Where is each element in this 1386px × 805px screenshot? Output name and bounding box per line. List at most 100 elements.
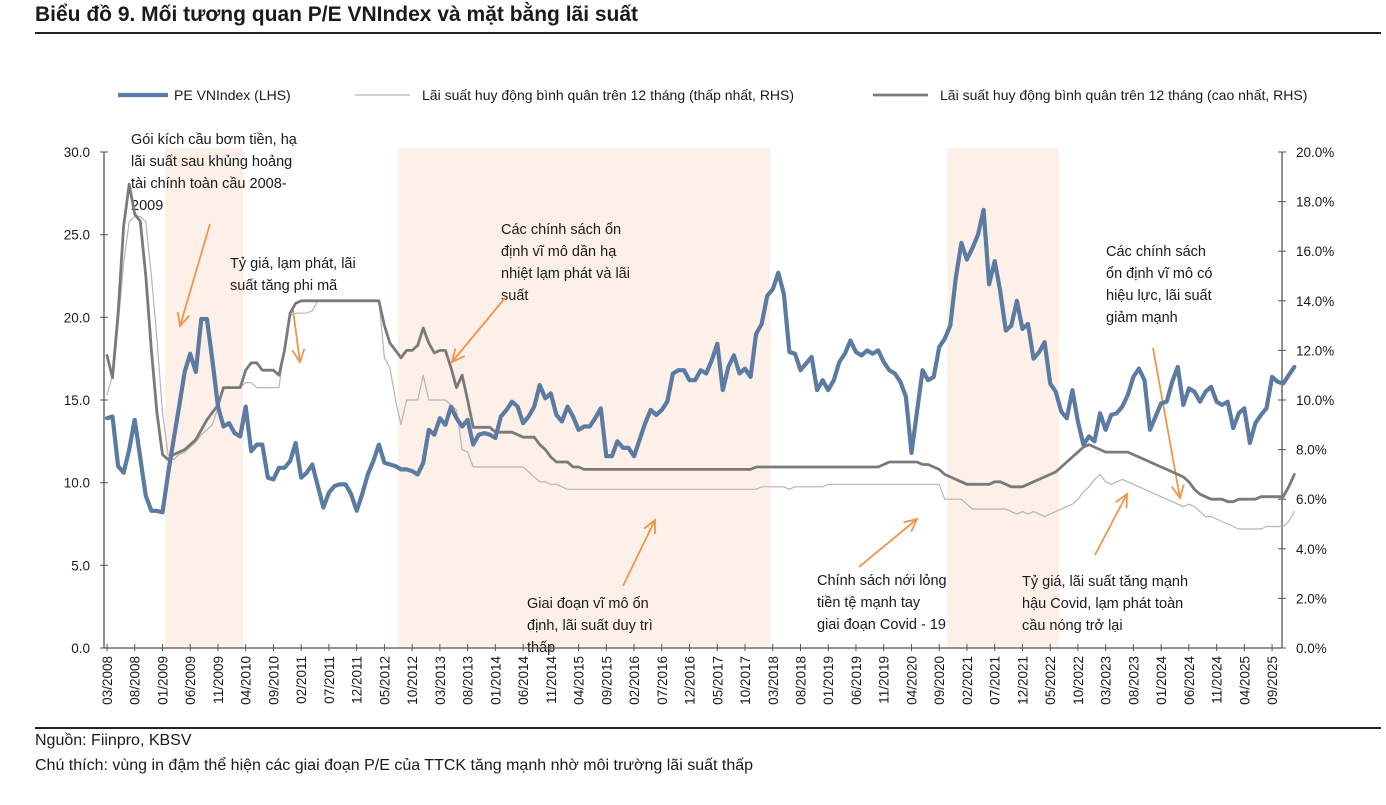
right-tick-label: 4.0% xyxy=(1296,542,1327,557)
x-tick-label: 10/2017 xyxy=(738,656,753,705)
x-tick-label: 10/2022 xyxy=(1071,656,1086,705)
arrow-head xyxy=(1115,492,1128,509)
x-tick-label: 09/2010 xyxy=(266,656,281,705)
right-tick-label: 14.0% xyxy=(1296,294,1334,309)
x-tick-label: 06/2014 xyxy=(516,656,531,705)
arrow-shaft xyxy=(1094,493,1128,556)
x-tick-label: 04/2020 xyxy=(904,656,919,705)
left-tick-label: 0.0 xyxy=(71,641,90,656)
annotation-line: giai đoạn Covid - 19 xyxy=(817,617,946,633)
title-divider xyxy=(35,32,1381,34)
arrow-head xyxy=(176,312,191,328)
x-tick-label: 08/2008 xyxy=(128,656,143,705)
right-tick-label: 8.0% xyxy=(1296,443,1327,458)
x-tick-label: 04/2025 xyxy=(1237,656,1252,705)
series-rate-low xyxy=(106,215,1295,530)
chart-title: Biểu đồ 9. Mối tương quan P/E VNIndex và… xyxy=(35,3,639,26)
arrow-head xyxy=(643,518,656,535)
right-tick-label: 10.0% xyxy=(1296,393,1334,408)
annotation-line: Tỷ giá, lãi suất tăng mạnh xyxy=(1022,574,1188,590)
x-tick-label: 01/2009 xyxy=(155,656,170,705)
annotation-line: nhiệt lạm phát và lãi xyxy=(501,266,630,282)
left-tick-label: 15.0 xyxy=(64,393,90,408)
arrow-icon xyxy=(858,517,919,568)
x-tick-label: 03/2008 xyxy=(100,656,115,705)
annotation-macro2013: Các chính sách ổn định vĩ mô dần hạ nhiệt … xyxy=(501,222,630,304)
right-tick-label: 20.0% xyxy=(1296,145,1334,160)
annotation-line: định, lãi suất duy trì xyxy=(527,618,653,634)
x-tick-label: 07/2016 xyxy=(655,656,670,705)
annotation-line: Tỷ giá, lạm phát, lãi xyxy=(230,256,356,272)
arrow-shaft xyxy=(292,309,301,363)
x-tick-label: 06/2024 xyxy=(1182,656,1197,705)
annotation-gfc: Gói kích cầu bơm tiền, hạ lãi suất sau kh… xyxy=(131,132,298,214)
right-tick-label: 16.0% xyxy=(1296,244,1334,259)
arrow-icon xyxy=(176,223,211,328)
arrow-shaft xyxy=(451,297,506,363)
arrow-icon xyxy=(291,309,306,365)
shaded-periods xyxy=(165,148,1059,648)
x-tick-label: 04/2015 xyxy=(572,656,587,705)
arrow-shaft xyxy=(179,223,211,327)
x-tick-label: 05/2012 xyxy=(377,656,392,705)
x-tick-label: 03/2023 xyxy=(1099,656,1114,705)
shaded-period-3 xyxy=(947,148,1059,648)
x-tick-label: 08/2013 xyxy=(461,656,476,705)
arrow-shaft xyxy=(622,519,656,587)
x-tick-label: 07/2011 xyxy=(322,656,337,704)
x-tick-label: 09/2015 xyxy=(599,656,614,705)
x-tick-label: 08/2018 xyxy=(794,656,809,705)
annotation-line: tài chính toàn cầu 2008- xyxy=(131,176,287,192)
x-tick-label: 02/2021 xyxy=(960,656,975,705)
x-tick-label: 05/2022 xyxy=(1043,656,1058,705)
shaded-period-1 xyxy=(165,148,244,648)
x-tick-label: 01/2024 xyxy=(1154,656,1169,705)
annotation-line: Gói kích cầu bơm tiền, hạ xyxy=(131,132,298,148)
source-note: Nguồn: Fiinpro, KBSV xyxy=(35,732,192,749)
annotation-line: tiền tệ mạnh tay xyxy=(817,595,921,611)
annotation-line: định vĩ mô dần hạ xyxy=(501,244,617,260)
series xyxy=(104,182,1297,530)
annotation-line: Các chính sách xyxy=(1106,244,1206,260)
x-tick-label: 03/2018 xyxy=(766,656,781,705)
arrow-icon xyxy=(1094,492,1128,556)
annotation-inflation2011: Tỷ giá, lạm phát, lãi suất tăng phi mã xyxy=(230,256,356,294)
left-tick-label: 30.0 xyxy=(64,145,90,160)
right-tick-label: 2.0% xyxy=(1296,591,1327,606)
annotation-line: 2009 xyxy=(131,198,163,214)
left-tick-label: 5.0 xyxy=(71,558,90,573)
right-tick-label: 18.0% xyxy=(1296,195,1334,210)
annotation-line: Giai đoạn vĩ mô ổn xyxy=(527,596,649,612)
x-tick-label: 05/2017 xyxy=(710,656,725,705)
x-tick-label: 12/2021 xyxy=(1015,656,1030,705)
legend-label-1: PE VNIndex (LHS) xyxy=(174,87,291,103)
legend-label-3: Lãi suất huy động bình quân trên 12 thán… xyxy=(940,87,1307,103)
annotation-line: giảm mạnh xyxy=(1106,310,1178,326)
arrow-icon xyxy=(450,297,506,364)
annotation-effective2024: Các chính sách ổn định vĩ mô có hiệu lực, … xyxy=(1106,244,1212,326)
arrow-shaft xyxy=(858,518,918,568)
left-tick-label: 25.0 xyxy=(64,228,90,243)
right-tick-label: 12.0% xyxy=(1296,343,1334,358)
annotation-line: hậu Covid, lạm phát toàn xyxy=(1022,596,1183,612)
annotation-line: Chính sách nới lỏng xyxy=(817,573,947,589)
annotation-line: hiệu lực, lãi suất xyxy=(1106,288,1212,304)
caption-note: Chú thích: vùng in đậm thể hiện các giai… xyxy=(35,757,754,774)
x-tick-label: 02/2011 xyxy=(294,656,309,704)
x-tick-label: 07/2021 xyxy=(988,656,1003,705)
arrow-head xyxy=(903,517,919,533)
x-tick-label: 06/2019 xyxy=(849,656,864,705)
x-tick-label: 08/2023 xyxy=(1126,656,1141,705)
annotation-line: cầu nóng trở lại xyxy=(1022,618,1123,634)
x-tick-label: 01/2014 xyxy=(488,656,503,705)
x-tick-label: 11/2014 xyxy=(544,656,559,704)
arrow-head xyxy=(291,348,306,365)
arrow-head xyxy=(1171,484,1185,501)
axes: 0.0 5.0 10.0 15.0 20.0 25.0 30.0 0.0% 2.0% 4.0% 6.… xyxy=(64,145,1335,705)
annotation-line: lãi suất sau khủng hoảng xyxy=(131,154,292,170)
annotation-line: ổn định vĩ mô có xyxy=(1106,266,1212,282)
x-tick-label: 06/2009 xyxy=(183,656,198,705)
annotation-line: suất tăng phi mã xyxy=(230,278,338,294)
annotation-stable2016: Giai đoạn vĩ mô ổn định, lãi suất duy trì… xyxy=(527,596,653,656)
x-tick-label: 09/2020 xyxy=(932,656,947,705)
